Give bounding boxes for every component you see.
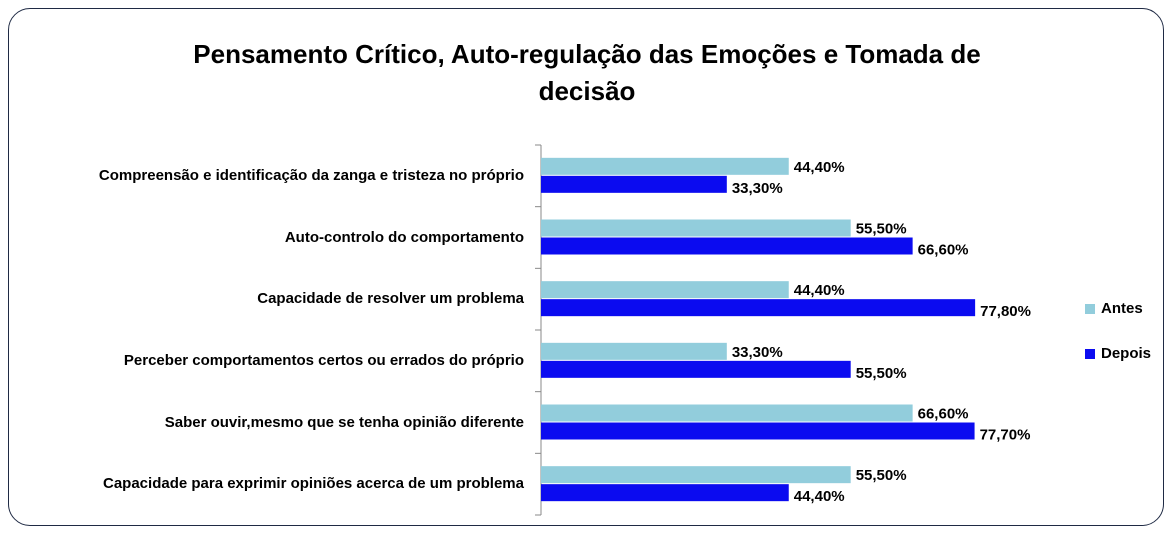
legend-label: Depois <box>1101 345 1151 362</box>
value-label: 44,40% <box>794 488 845 505</box>
value-label: 33,30% <box>732 180 783 197</box>
bar <box>541 175 727 193</box>
legend-swatch <box>1085 304 1095 314</box>
value-label: 33,30% <box>732 344 783 361</box>
bar <box>541 281 789 299</box>
category-label-text: Auto-controlo do comportamento <box>284 228 524 246</box>
category-label: Compreensão e identificação da zanga e t… <box>10 165 524 187</box>
bar <box>541 404 913 422</box>
category-label: Capacidade de resolver um problema <box>10 288 524 310</box>
category-label: Saber ouvir,mesmo que se tenha opinião d… <box>10 412 524 434</box>
value-label: 66,60% <box>918 241 969 258</box>
category-label-text: Capacidade de resolver um problema <box>257 290 524 308</box>
category-label-text: Capacidade para exprimir opiniões acerca… <box>103 475 524 493</box>
value-label: 44,40% <box>794 282 845 299</box>
bar <box>541 157 789 175</box>
bar <box>541 219 851 237</box>
category-label-text: Perceber comportamentos certos ou errado… <box>123 351 524 369</box>
value-label: 77,80% <box>980 303 1031 320</box>
bar <box>541 360 851 378</box>
value-label: 77,70% <box>980 426 1031 443</box>
legend-label: Antes <box>1101 300 1143 317</box>
value-label: 55,50% <box>856 467 907 484</box>
category-label: Auto-controlo do comportamento <box>10 227 524 249</box>
category-label: Capacidade para exprimir opiniões acerca… <box>10 473 524 495</box>
bar <box>541 237 913 255</box>
legend-swatch <box>1085 349 1095 359</box>
value-label: 66,60% <box>918 405 969 422</box>
category-label-text: Saber ouvir,mesmo que se tenha opinião d… <box>164 413 524 431</box>
chart-title: Pensamento Crítico, Auto-regulação das E… <box>193 39 981 106</box>
value-label: 55,50% <box>856 220 907 237</box>
category-label-text: Compreensão e identificação da zanga e t… <box>98 166 524 184</box>
category-label: Perceber comportamentos certos ou errado… <box>10 350 524 372</box>
bar <box>541 342 727 360</box>
chart-frame <box>8 8 1164 526</box>
value-label: 55,50% <box>856 365 907 382</box>
bar <box>541 466 851 484</box>
value-label: 44,40% <box>794 159 845 176</box>
bar <box>541 484 789 502</box>
bar <box>541 422 975 440</box>
bar <box>541 299 976 317</box>
